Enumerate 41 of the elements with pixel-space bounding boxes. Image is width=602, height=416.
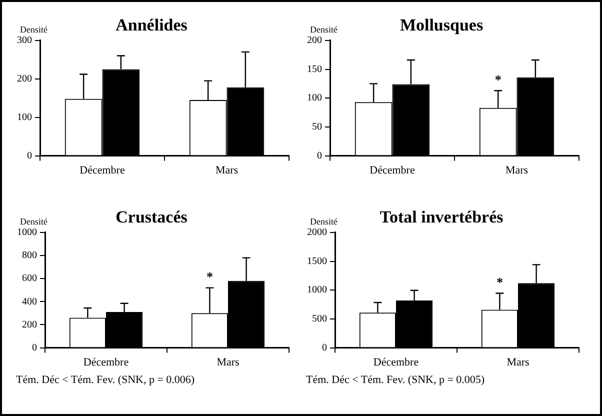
chart-title: Mollusques <box>400 16 484 35</box>
y-tick-label: 200 <box>22 319 37 330</box>
text: Tém. Déc < Tém. Fev. (SNK, p = 0.006) <box>16 374 196 386</box>
chart-title: Total invertébrés <box>380 208 504 227</box>
x-tick-label: Mars <box>215 164 238 176</box>
x-tick-label: Mars <box>505 164 528 176</box>
data-label: * <box>206 269 213 284</box>
y-axis-title: Densité <box>310 24 338 34</box>
x-tick-label: Décembre <box>370 164 415 176</box>
y-tick-label: 0 <box>317 150 322 162</box>
y-tick-label: 300 <box>17 35 32 46</box>
y-tick-label: 0 <box>322 342 327 354</box>
x-tick-label: Décembre <box>373 356 419 368</box>
y-axis-title: Densité <box>20 24 48 34</box>
y-tick-label: 200 <box>307 35 322 46</box>
data-label: * <box>496 274 503 290</box>
y-tick-label: 800 <box>22 250 37 262</box>
y-axis-title: Densité <box>20 216 48 226</box>
chart-title: Crustacés <box>116 208 188 227</box>
y-tick-label: 0 <box>32 342 37 354</box>
x-tick-label: Décembre <box>83 356 129 368</box>
y-tick-label: 100 <box>307 92 322 104</box>
y-tick-label: 1000 <box>17 227 37 238</box>
y-tick-label: 600 <box>22 273 37 284</box>
y-tick-label: 400 <box>22 296 37 308</box>
y-tick-label: 2000 <box>307 227 327 238</box>
y-axis-title: Densité <box>310 216 338 226</box>
y-tick-label: 150 <box>307 64 322 75</box>
data-label: * <box>494 72 502 87</box>
chart-title: Annélides <box>116 16 188 35</box>
y-tick-label: 0 <box>27 150 32 162</box>
text: Tém. Déc < Tém. Fev. (SNK, p = 0.005) <box>306 374 486 386</box>
y-tick-label: 1000 <box>307 284 327 296</box>
y-tick-label: 1500 <box>307 256 327 267</box>
y-tick-label: 200 <box>17 73 32 84</box>
y-tick-label: 50 <box>312 122 322 133</box>
y-tick-label: 100 <box>17 112 32 123</box>
y-tick-label: 500 <box>312 314 327 325</box>
x-tick-label: Mars <box>216 356 240 368</box>
x-tick-label: Décembre <box>80 164 125 176</box>
x-tick-label: Mars <box>506 356 530 368</box>
